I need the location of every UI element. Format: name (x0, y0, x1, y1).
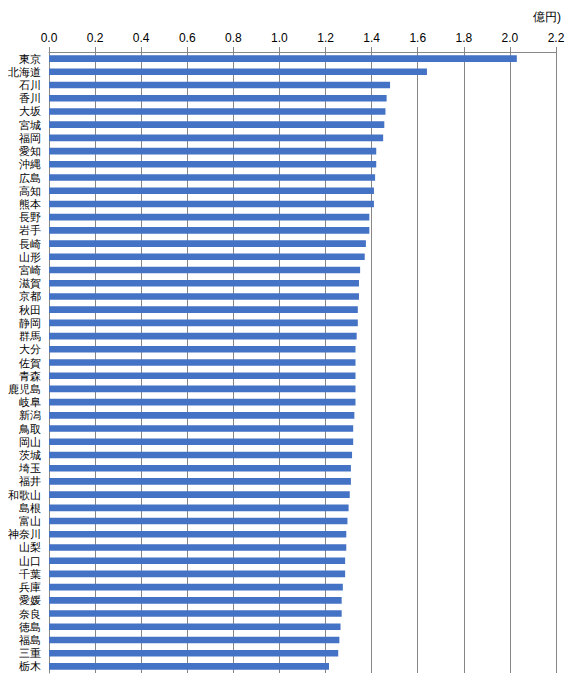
svg-text:0.8: 0.8 (225, 31, 242, 45)
svg-text:熊本: 熊本 (19, 198, 41, 210)
svg-text:佐賀: 佐賀 (19, 357, 41, 369)
svg-text:三重: 三重 (19, 647, 41, 659)
svg-text:鹿児島: 鹿児島 (8, 383, 41, 395)
svg-text:億円): 億円) (533, 10, 561, 24)
svg-text:東京: 東京 (19, 53, 41, 65)
svg-text:愛知: 愛知 (19, 145, 41, 157)
svg-text:2.2: 2.2 (548, 31, 565, 45)
svg-text:滋賀: 滋賀 (19, 277, 41, 289)
svg-text:沖縄: 沖縄 (19, 158, 41, 170)
svg-text:群馬: 群馬 (19, 330, 41, 342)
svg-text:青森: 青森 (19, 370, 41, 382)
svg-text:山形: 山形 (19, 251, 41, 263)
svg-text:大分: 大分 (19, 343, 41, 355)
svg-text:千葉: 千葉 (19, 568, 41, 580)
svg-text:広島: 広島 (19, 172, 41, 184)
svg-text:0.6: 0.6 (179, 31, 196, 45)
svg-text:1.6: 1.6 (409, 31, 426, 45)
svg-text:0.0: 0.0 (41, 31, 58, 45)
svg-text:新潟: 新潟 (19, 409, 41, 421)
svg-text:1.4: 1.4 (363, 31, 380, 45)
svg-text:神奈川: 神奈川 (8, 528, 41, 540)
svg-text:0.4: 0.4 (133, 31, 150, 45)
svg-text:2.0: 2.0 (502, 31, 519, 45)
svg-text:大坂: 大坂 (19, 105, 41, 117)
svg-text:福島: 福島 (19, 634, 41, 646)
svg-text:和歌山: 和歌山 (8, 489, 41, 501)
svg-text:山口: 山口 (19, 555, 41, 567)
svg-text:徳島: 徳島 (19, 621, 41, 633)
svg-text:1.8: 1.8 (455, 31, 472, 45)
svg-text:0.2: 0.2 (87, 31, 104, 45)
svg-text:富山: 富山 (19, 515, 41, 527)
svg-text:奈良: 奈良 (19, 608, 41, 620)
svg-text:岐阜: 岐阜 (19, 396, 41, 408)
svg-text:福井: 福井 (19, 475, 41, 487)
svg-text:福岡: 福岡 (19, 132, 41, 144)
svg-text:愛媛: 愛媛 (19, 594, 41, 606)
svg-text:1.2: 1.2 (317, 31, 334, 45)
svg-text:長野: 長野 (19, 211, 41, 223)
svg-text:宮城: 宮城 (19, 119, 41, 131)
svg-text:秋田: 秋田 (19, 304, 41, 316)
svg-text:栃木: 栃木 (19, 660, 41, 672)
svg-text:静岡: 静岡 (19, 317, 41, 329)
svg-text:1.0: 1.0 (271, 31, 288, 45)
svg-text:宮崎: 宮崎 (19, 264, 41, 276)
svg-text:北海道: 北海道 (8, 66, 41, 78)
svg-text:香川: 香川 (19, 92, 41, 104)
svg-text:岩手: 岩手 (19, 224, 41, 236)
svg-text:島根: 島根 (19, 502, 41, 514)
svg-text:鳥取: 鳥取 (18, 423, 41, 435)
svg-text:高知: 高知 (19, 185, 41, 197)
svg-text:京都: 京都 (19, 290, 41, 302)
svg-text:石川: 石川 (19, 79, 41, 91)
svg-text:茨城: 茨城 (19, 449, 41, 461)
svg-text:埼玉: 埼玉 (18, 462, 41, 474)
svg-text:山梨: 山梨 (19, 541, 41, 553)
svg-text:岡山: 岡山 (19, 436, 41, 448)
svg-text:長崎: 長崎 (19, 238, 41, 250)
svg-text:兵庫: 兵庫 (19, 581, 41, 593)
